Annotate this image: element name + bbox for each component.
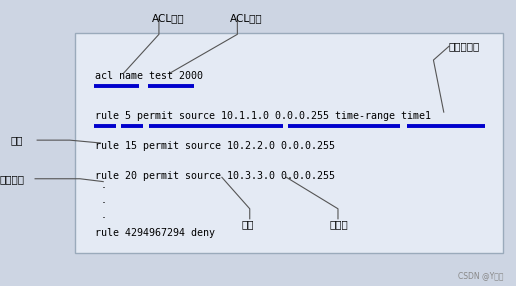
Bar xyxy=(75,33,503,253)
Text: 规则编号: 规则编号 xyxy=(0,174,25,184)
Text: ACL名称: ACL名称 xyxy=(152,14,185,23)
Text: CSDN @Y杨鹏: CSDN @Y杨鹏 xyxy=(458,271,503,281)
Text: ACL编号: ACL编号 xyxy=(230,14,262,23)
Text: rule 4294967294 deny: rule 4294967294 deny xyxy=(95,228,216,238)
Text: ·
·
·: · · · xyxy=(101,182,105,225)
Text: 源地址: 源地址 xyxy=(329,220,348,229)
Text: 动作: 动作 xyxy=(241,220,254,229)
Text: rule 5 permit source 10.1.1.0 0.0.0.255 time-range time1: rule 5 permit source 10.1.1.0 0.0.0.255 … xyxy=(95,111,431,121)
Text: rule 15 permit source 10.2.2.0 0.0.0.255: rule 15 permit source 10.2.2.0 0.0.0.255 xyxy=(95,141,335,151)
Text: acl name test 2000: acl name test 2000 xyxy=(95,71,203,81)
Text: rule 20 permit source 10.3.3.0 0.0.0.255: rule 20 permit source 10.3.3.0 0.0.0.255 xyxy=(95,171,335,181)
Text: 规则: 规则 xyxy=(10,135,23,145)
Text: 生效时间段: 生效时间段 xyxy=(449,41,480,51)
